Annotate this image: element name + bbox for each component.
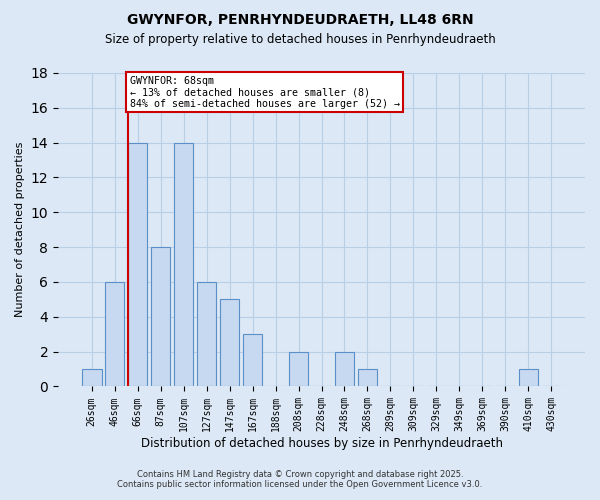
Bar (358, 369, 377, 386)
Bar (174, 142, 193, 386)
Text: GWYNFOR, PENRHYNDEUDRAETH, LL48 6RN: GWYNFOR, PENRHYNDEUDRAETH, LL48 6RN (127, 12, 473, 26)
Bar (518, 369, 538, 386)
X-axis label: Distribution of detached houses by size in Penrhyndeudraeth: Distribution of detached houses by size … (140, 437, 503, 450)
Text: Contains HM Land Registry data © Crown copyright and database right 2025.
Contai: Contains HM Land Registry data © Crown c… (118, 470, 482, 489)
Bar (197, 282, 217, 387)
Bar (151, 247, 170, 386)
Bar (128, 142, 148, 386)
Bar (105, 282, 124, 387)
Bar (82, 369, 101, 386)
Y-axis label: Number of detached properties: Number of detached properties (15, 142, 25, 318)
Bar (243, 334, 262, 386)
Text: Size of property relative to detached houses in Penrhyndeudraeth: Size of property relative to detached ho… (104, 32, 496, 46)
Bar (289, 352, 308, 386)
Text: GWYNFOR: 68sqm
← 13% of detached houses are smaller (8)
84% of semi-detached hou: GWYNFOR: 68sqm ← 13% of detached houses … (130, 76, 400, 109)
Bar (335, 352, 354, 386)
Bar (220, 300, 239, 386)
